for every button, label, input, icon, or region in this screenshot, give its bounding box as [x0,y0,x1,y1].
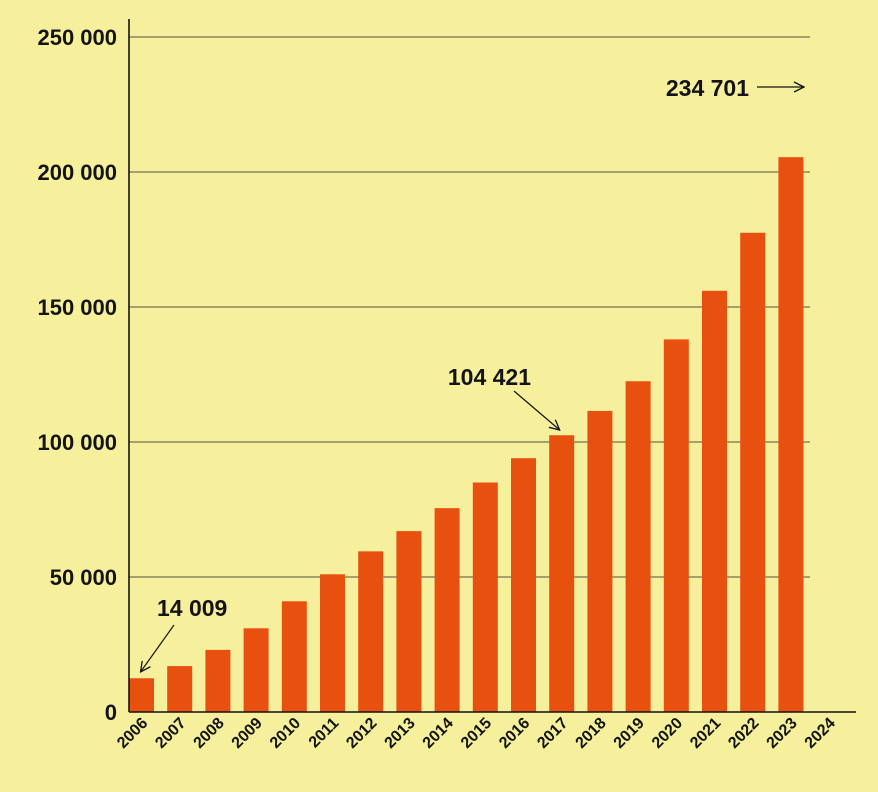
bar-2015 [472,482,498,712]
x-tick-label: 2017 [534,715,571,752]
x-tick-labels: 2006 2007 2008 2009 2010 2011 2012 2013 2014 2015… [114,715,839,752]
bars [129,157,804,712]
x-tick-label: 2012 [343,715,380,752]
x-tick-label: 2007 [152,715,189,752]
bar-2020 [663,339,689,712]
x-tick-label: 2013 [382,715,419,752]
gridlines [129,36,810,578]
x-tick-label: 2008 [191,715,228,752]
bar-2016 [511,458,536,712]
bar-2021 [702,290,727,712]
bar-2006 [129,678,154,712]
x-tick-label: 2022 [725,715,762,752]
bar-2023 [778,157,804,712]
x-tick-label: 2009 [229,715,266,752]
x-tick-label: 2016 [496,715,533,752]
y-tick-label: 100 000 [37,430,117,455]
x-tick-label: 2024 [802,715,839,752]
x-tick-label: 2011 [306,715,343,752]
annotation-label: 14 009 [157,595,227,621]
y-tick-label: 50 000 [50,565,117,590]
axes [128,19,856,713]
bar-2014 [434,508,460,712]
bar-2007 [167,666,193,712]
y-tick-labels: 0 50 000 100 000 150 000 200 000 250 000 [37,25,117,725]
annotations: 14 009 104 421 234 701 [141,75,805,672]
x-tick-label: 2021 [687,715,724,752]
x-tick-label: 2019 [611,715,648,752]
x-tick-label: 2010 [267,715,304,752]
y-tick-label: 0 [105,700,117,725]
x-tick-label: 2020 [649,715,686,752]
x-tick-label: 2018 [573,715,610,752]
bar-2008 [205,649,231,712]
bar-2018 [587,410,613,712]
annotation-label: 104 421 [448,364,531,390]
bar-2009 [243,628,269,712]
x-tick-label: 2006 [114,715,151,752]
bar-2010 [281,601,307,712]
bar-2012 [358,551,384,712]
y-tick-label: 250 000 [37,25,117,50]
x-tick-label: 2014 [420,715,457,752]
bar-2011 [320,574,345,712]
bar-2022 [740,232,766,712]
x-tick-label: 2023 [764,715,801,752]
y-tick-label: 150 000 [37,295,117,320]
y-tick-label: 200 000 [37,160,117,185]
annotation-arrow [141,624,175,672]
annotation-arrow [513,390,560,430]
bar-2013 [396,531,422,712]
annotation-label: 234 701 [666,75,749,101]
x-tick-label: 2015 [458,715,495,752]
bar-2019 [625,381,651,712]
bar-2017 [549,435,575,712]
